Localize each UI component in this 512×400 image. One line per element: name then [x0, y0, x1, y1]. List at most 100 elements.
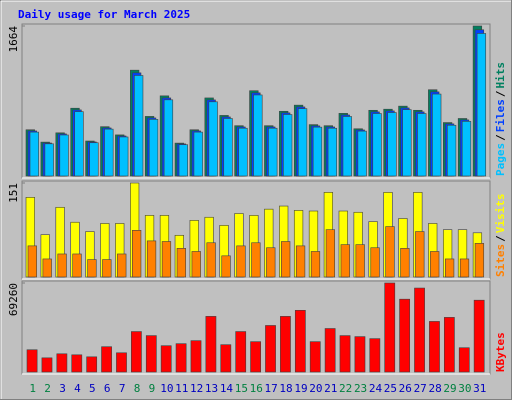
legend-entry: KBytes [494, 332, 507, 372]
bar [357, 130, 367, 177]
bar [191, 251, 201, 278]
x-tick-label: 3 [59, 382, 66, 395]
bar [221, 255, 231, 278]
x-tick-label: 18 [279, 382, 292, 395]
bar [310, 251, 321, 278]
bar [117, 253, 127, 278]
bar [131, 331, 142, 373]
bar [339, 335, 351, 373]
bar [86, 356, 98, 373]
bar [176, 248, 186, 278]
bar [29, 131, 39, 177]
bar [266, 247, 276, 278]
bar [446, 124, 457, 177]
bar [26, 349, 38, 373]
x-tick-label: 9 [149, 382, 156, 395]
bar [42, 258, 52, 278]
bar [27, 245, 37, 278]
bar [340, 244, 350, 278]
bar [473, 299, 485, 373]
legend-entry: Sites [494, 244, 507, 277]
legend-separator: / [494, 235, 507, 242]
bar [430, 251, 440, 278]
y-tick-label: 151 [7, 183, 20, 203]
x-tick-label: 13 [205, 382, 218, 395]
bar [443, 317, 455, 373]
x-tick-label: 5 [89, 382, 96, 395]
x-tick-label: 6 [104, 382, 111, 395]
x-tick-label: 29 [443, 382, 456, 395]
bar [132, 230, 142, 278]
x-tick-label: 8 [134, 382, 141, 395]
bar [44, 143, 54, 177]
bar [444, 258, 455, 278]
bar [148, 119, 159, 177]
x-tick-label: 23 [354, 382, 367, 395]
bar [193, 131, 203, 177]
bar [251, 242, 261, 278]
bar [74, 111, 84, 177]
bar [461, 121, 472, 177]
bar [146, 240, 157, 278]
legend: KBytes [494, 332, 507, 372]
bar [265, 325, 276, 373]
legend-entry: Hits [494, 62, 507, 89]
bar [223, 118, 233, 177]
bar [309, 341, 321, 373]
bar [205, 316, 217, 373]
x-tick-label: 19 [294, 382, 307, 395]
x-tick-label: 31 [473, 382, 486, 395]
bar [116, 352, 127, 373]
bar [294, 310, 306, 373]
legend-separator: / [494, 90, 507, 97]
bar [355, 244, 365, 278]
x-tick-label: 10 [160, 382, 173, 395]
x-tick-label: 16 [250, 382, 263, 395]
bar [87, 259, 97, 278]
bar [134, 75, 144, 177]
bar [402, 109, 412, 177]
bar [160, 345, 172, 373]
x-tick-label: 22 [339, 382, 352, 395]
bar [238, 127, 248, 177]
legend: Pages/Files/Hits [494, 62, 507, 176]
bar [385, 226, 395, 278]
bar [178, 144, 188, 177]
bar [220, 344, 232, 373]
bar [297, 108, 308, 177]
x-tick-label: 15 [235, 382, 248, 395]
legend-entry: Pages [494, 143, 507, 176]
x-tick-label: 27 [414, 382, 427, 395]
bar [41, 357, 53, 373]
bar [312, 126, 323, 177]
bar [235, 331, 247, 373]
x-tick-label: 11 [175, 382, 188, 395]
bar [206, 242, 216, 278]
chart-title: Daily usage for March 2025 [18, 8, 190, 21]
bar [324, 328, 336, 373]
bar [295, 245, 306, 278]
x-tick-label: 14 [220, 382, 234, 395]
x-tick-label: 26 [399, 382, 412, 395]
bar [372, 113, 382, 177]
y-tick-label: 1664 [7, 26, 20, 53]
bar [56, 353, 68, 373]
legend: Sites /Visits [494, 194, 507, 278]
bar [476, 33, 487, 177]
bar [102, 259, 112, 278]
bar [400, 248, 410, 278]
y-tick-label: 69260 [7, 283, 20, 316]
bar [283, 114, 293, 177]
bar [417, 113, 427, 177]
x-tick-label: 12 [190, 382, 203, 395]
bar [175, 343, 187, 373]
bar [384, 282, 396, 373]
x-tick-label: 24 [369, 382, 383, 395]
bar [342, 116, 352, 177]
legend-separator: / [494, 134, 507, 141]
x-tick-label: 2 [44, 382, 51, 395]
x-tick-label: 1 [29, 382, 36, 395]
bar [208, 101, 218, 177]
x-tick-label: 30 [458, 382, 471, 395]
